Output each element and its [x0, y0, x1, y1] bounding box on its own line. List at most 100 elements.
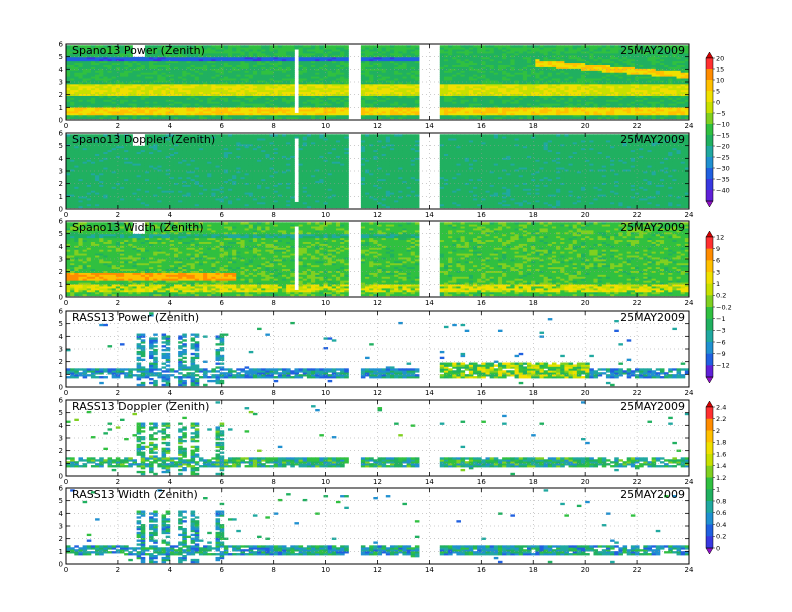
heatmap-cell	[95, 111, 100, 114]
heatmap-cell	[128, 64, 133, 67]
heatmap-cell	[95, 89, 100, 93]
heatmap-cell	[78, 112, 84, 116]
heatmap-cell	[140, 107, 146, 110]
heatmap-cell	[111, 109, 117, 112]
heatmap-cell	[124, 83, 129, 87]
heatmap-cell	[90, 107, 96, 110]
heatmap-cell	[165, 95, 171, 98]
heatmap-cell	[115, 109, 121, 112]
heatmap-cell	[95, 60, 100, 64]
heatmap-cell	[86, 109, 92, 112]
heatmap-cell	[161, 91, 167, 94]
heatmap-cell	[132, 70, 137, 73]
heatmap-cell	[99, 95, 104, 98]
heatmap-cell	[394, 45, 399, 48]
heatmap-cell	[78, 60, 84, 64]
heatmap-cell	[66, 62, 71, 65]
heatmap-cell	[132, 82, 137, 85]
heatmap-cell	[119, 53, 125, 56]
heatmap-cell	[157, 82, 162, 85]
heatmap-cell	[128, 83, 133, 87]
heatmap-cell	[506, 45, 511, 48]
heatmap-cell	[99, 68, 104, 71]
heatmap-cell	[161, 60, 167, 64]
heatmap-cell	[124, 97, 129, 100]
heatmap-cell	[90, 76, 96, 79]
heatmap-cell	[128, 95, 133, 98]
heatmap-cell	[74, 80, 79, 83]
heatmap-cell	[90, 62, 96, 65]
heatmap-cell	[74, 109, 79, 112]
heatmap-cell	[115, 62, 121, 65]
heatmap-cell	[132, 85, 137, 89]
heatmap-cell	[128, 58, 133, 62]
heatmap-cell	[70, 97, 75, 100]
heatmap-cell	[74, 85, 79, 89]
heatmap-cell	[169, 89, 175, 93]
heatmap-cell	[149, 116, 154, 120]
heatmap-cell	[165, 103, 171, 106]
heatmap-cell	[70, 64, 75, 67]
heatmap-cell	[132, 74, 137, 77]
heatmap-cell	[311, 45, 316, 48]
heatmap-cell	[74, 56, 79, 60]
heatmap-cell	[70, 76, 75, 79]
heatmap-cell	[140, 60, 146, 64]
heatmap-cell	[103, 93, 108, 96]
heatmap-cell	[286, 45, 291, 48]
heatmap-cell	[144, 47, 150, 50]
heatmap-cell	[103, 99, 108, 102]
heatmap-cell	[128, 97, 133, 100]
heatmap-cell	[144, 101, 150, 104]
heatmap-cell	[161, 54, 167, 58]
heatmap-cell	[124, 112, 129, 116]
heatmap-cell	[132, 112, 137, 116]
heatmap-cell	[124, 111, 129, 114]
heatmap-cell	[90, 51, 96, 54]
heatmap-cell	[66, 111, 71, 114]
heatmap-cell	[78, 105, 84, 108]
heatmap-cell	[70, 54, 75, 58]
heatmap-cell	[107, 54, 113, 58]
heatmap-cell	[165, 78, 171, 81]
heatmap-cell	[481, 45, 486, 48]
heatmap-cell	[66, 80, 71, 83]
heatmap-cell	[70, 87, 75, 91]
heatmap-cell	[161, 72, 167, 75]
heatmap-cell	[124, 105, 129, 108]
heatmap-cell	[103, 66, 108, 69]
heatmap-cell	[136, 85, 142, 89]
heatmap-cell	[157, 76, 162, 79]
heatmap-cell	[103, 72, 108, 75]
heatmap-cell	[153, 58, 158, 62]
heatmap-cell	[95, 112, 100, 116]
heatmap-cell	[119, 112, 125, 116]
heatmap-cell	[128, 68, 133, 71]
heatmap-cell	[136, 116, 142, 120]
heatmap-cell	[128, 91, 133, 94]
heatmap-cell	[119, 58, 125, 62]
heatmap-cell	[568, 45, 574, 48]
heatmap-cell	[99, 103, 104, 106]
heatmap-cell	[70, 93, 75, 96]
heatmap-cell	[103, 56, 108, 60]
heatmap-cell	[103, 62, 108, 65]
heatmap-cell	[103, 68, 108, 71]
heatmap-cell	[144, 93, 150, 96]
heatmap-cell	[111, 51, 117, 54]
heatmap-cell	[78, 101, 84, 104]
heatmap-cell	[99, 85, 104, 89]
heatmap-cell	[136, 89, 142, 93]
heatmap-cell	[331, 45, 337, 48]
heatmap-cell	[66, 114, 71, 118]
heatmap-cell	[161, 89, 167, 93]
heatmap-cell	[124, 45, 129, 48]
heatmap-cell	[115, 64, 121, 67]
heatmap-cell	[111, 103, 117, 106]
heatmap-cell	[90, 49, 96, 52]
heatmap-cell	[153, 112, 158, 116]
heatmap-cell	[144, 45, 150, 48]
heatmap-cell	[236, 45, 241, 48]
heatmap-cell	[95, 103, 100, 106]
heatmap-cell	[124, 107, 129, 110]
